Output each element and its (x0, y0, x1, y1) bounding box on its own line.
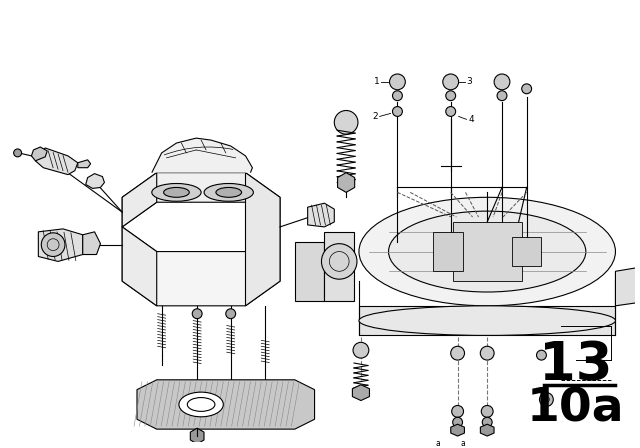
Circle shape (451, 346, 465, 360)
Polygon shape (137, 380, 315, 429)
Circle shape (452, 405, 463, 417)
Circle shape (483, 417, 492, 427)
Polygon shape (337, 172, 355, 192)
Circle shape (390, 74, 405, 90)
Ellipse shape (188, 397, 215, 411)
Polygon shape (86, 174, 104, 189)
Ellipse shape (216, 187, 241, 197)
Polygon shape (122, 172, 280, 227)
Polygon shape (31, 147, 47, 161)
Text: a: a (460, 439, 465, 448)
Ellipse shape (179, 392, 223, 417)
Circle shape (625, 279, 639, 293)
Polygon shape (152, 138, 252, 172)
Polygon shape (324, 232, 354, 301)
Circle shape (191, 430, 203, 442)
Circle shape (480, 346, 494, 360)
Circle shape (536, 350, 547, 360)
Circle shape (452, 417, 463, 427)
Polygon shape (301, 285, 318, 301)
Circle shape (481, 405, 493, 417)
Circle shape (497, 91, 507, 101)
Polygon shape (246, 172, 280, 306)
Polygon shape (295, 242, 324, 301)
Polygon shape (451, 424, 465, 436)
Text: 10a: 10a (527, 387, 625, 432)
Ellipse shape (465, 241, 509, 263)
Circle shape (446, 91, 456, 101)
Polygon shape (35, 148, 78, 175)
Circle shape (494, 74, 510, 90)
Polygon shape (481, 424, 494, 436)
Polygon shape (452, 222, 522, 281)
Text: 1: 1 (374, 78, 380, 86)
Circle shape (446, 107, 456, 116)
Polygon shape (122, 172, 157, 306)
Circle shape (192, 309, 202, 319)
Ellipse shape (359, 306, 616, 336)
Ellipse shape (359, 197, 616, 306)
Circle shape (353, 342, 369, 358)
Polygon shape (308, 203, 334, 227)
Circle shape (392, 107, 403, 116)
Polygon shape (190, 428, 204, 444)
Circle shape (392, 91, 403, 101)
Ellipse shape (443, 229, 532, 274)
Text: a: a (435, 439, 440, 448)
Circle shape (540, 392, 554, 406)
Ellipse shape (164, 187, 189, 197)
Polygon shape (433, 232, 463, 271)
Circle shape (522, 84, 532, 94)
Circle shape (443, 74, 459, 90)
Polygon shape (83, 232, 100, 254)
Circle shape (42, 233, 65, 257)
Text: 13: 13 (540, 339, 612, 391)
Polygon shape (353, 385, 369, 401)
Circle shape (226, 309, 236, 319)
Polygon shape (38, 229, 83, 262)
Polygon shape (122, 227, 280, 306)
Polygon shape (359, 306, 616, 336)
Circle shape (301, 263, 317, 279)
Polygon shape (512, 237, 541, 267)
Text: 3: 3 (467, 78, 472, 86)
Ellipse shape (388, 211, 586, 292)
Text: 4: 4 (468, 115, 474, 124)
Polygon shape (78, 160, 91, 168)
Polygon shape (616, 267, 640, 306)
Ellipse shape (152, 184, 201, 201)
Ellipse shape (204, 184, 253, 201)
Circle shape (334, 111, 358, 134)
Circle shape (13, 149, 22, 157)
Text: 2: 2 (372, 112, 378, 121)
Circle shape (321, 244, 357, 279)
